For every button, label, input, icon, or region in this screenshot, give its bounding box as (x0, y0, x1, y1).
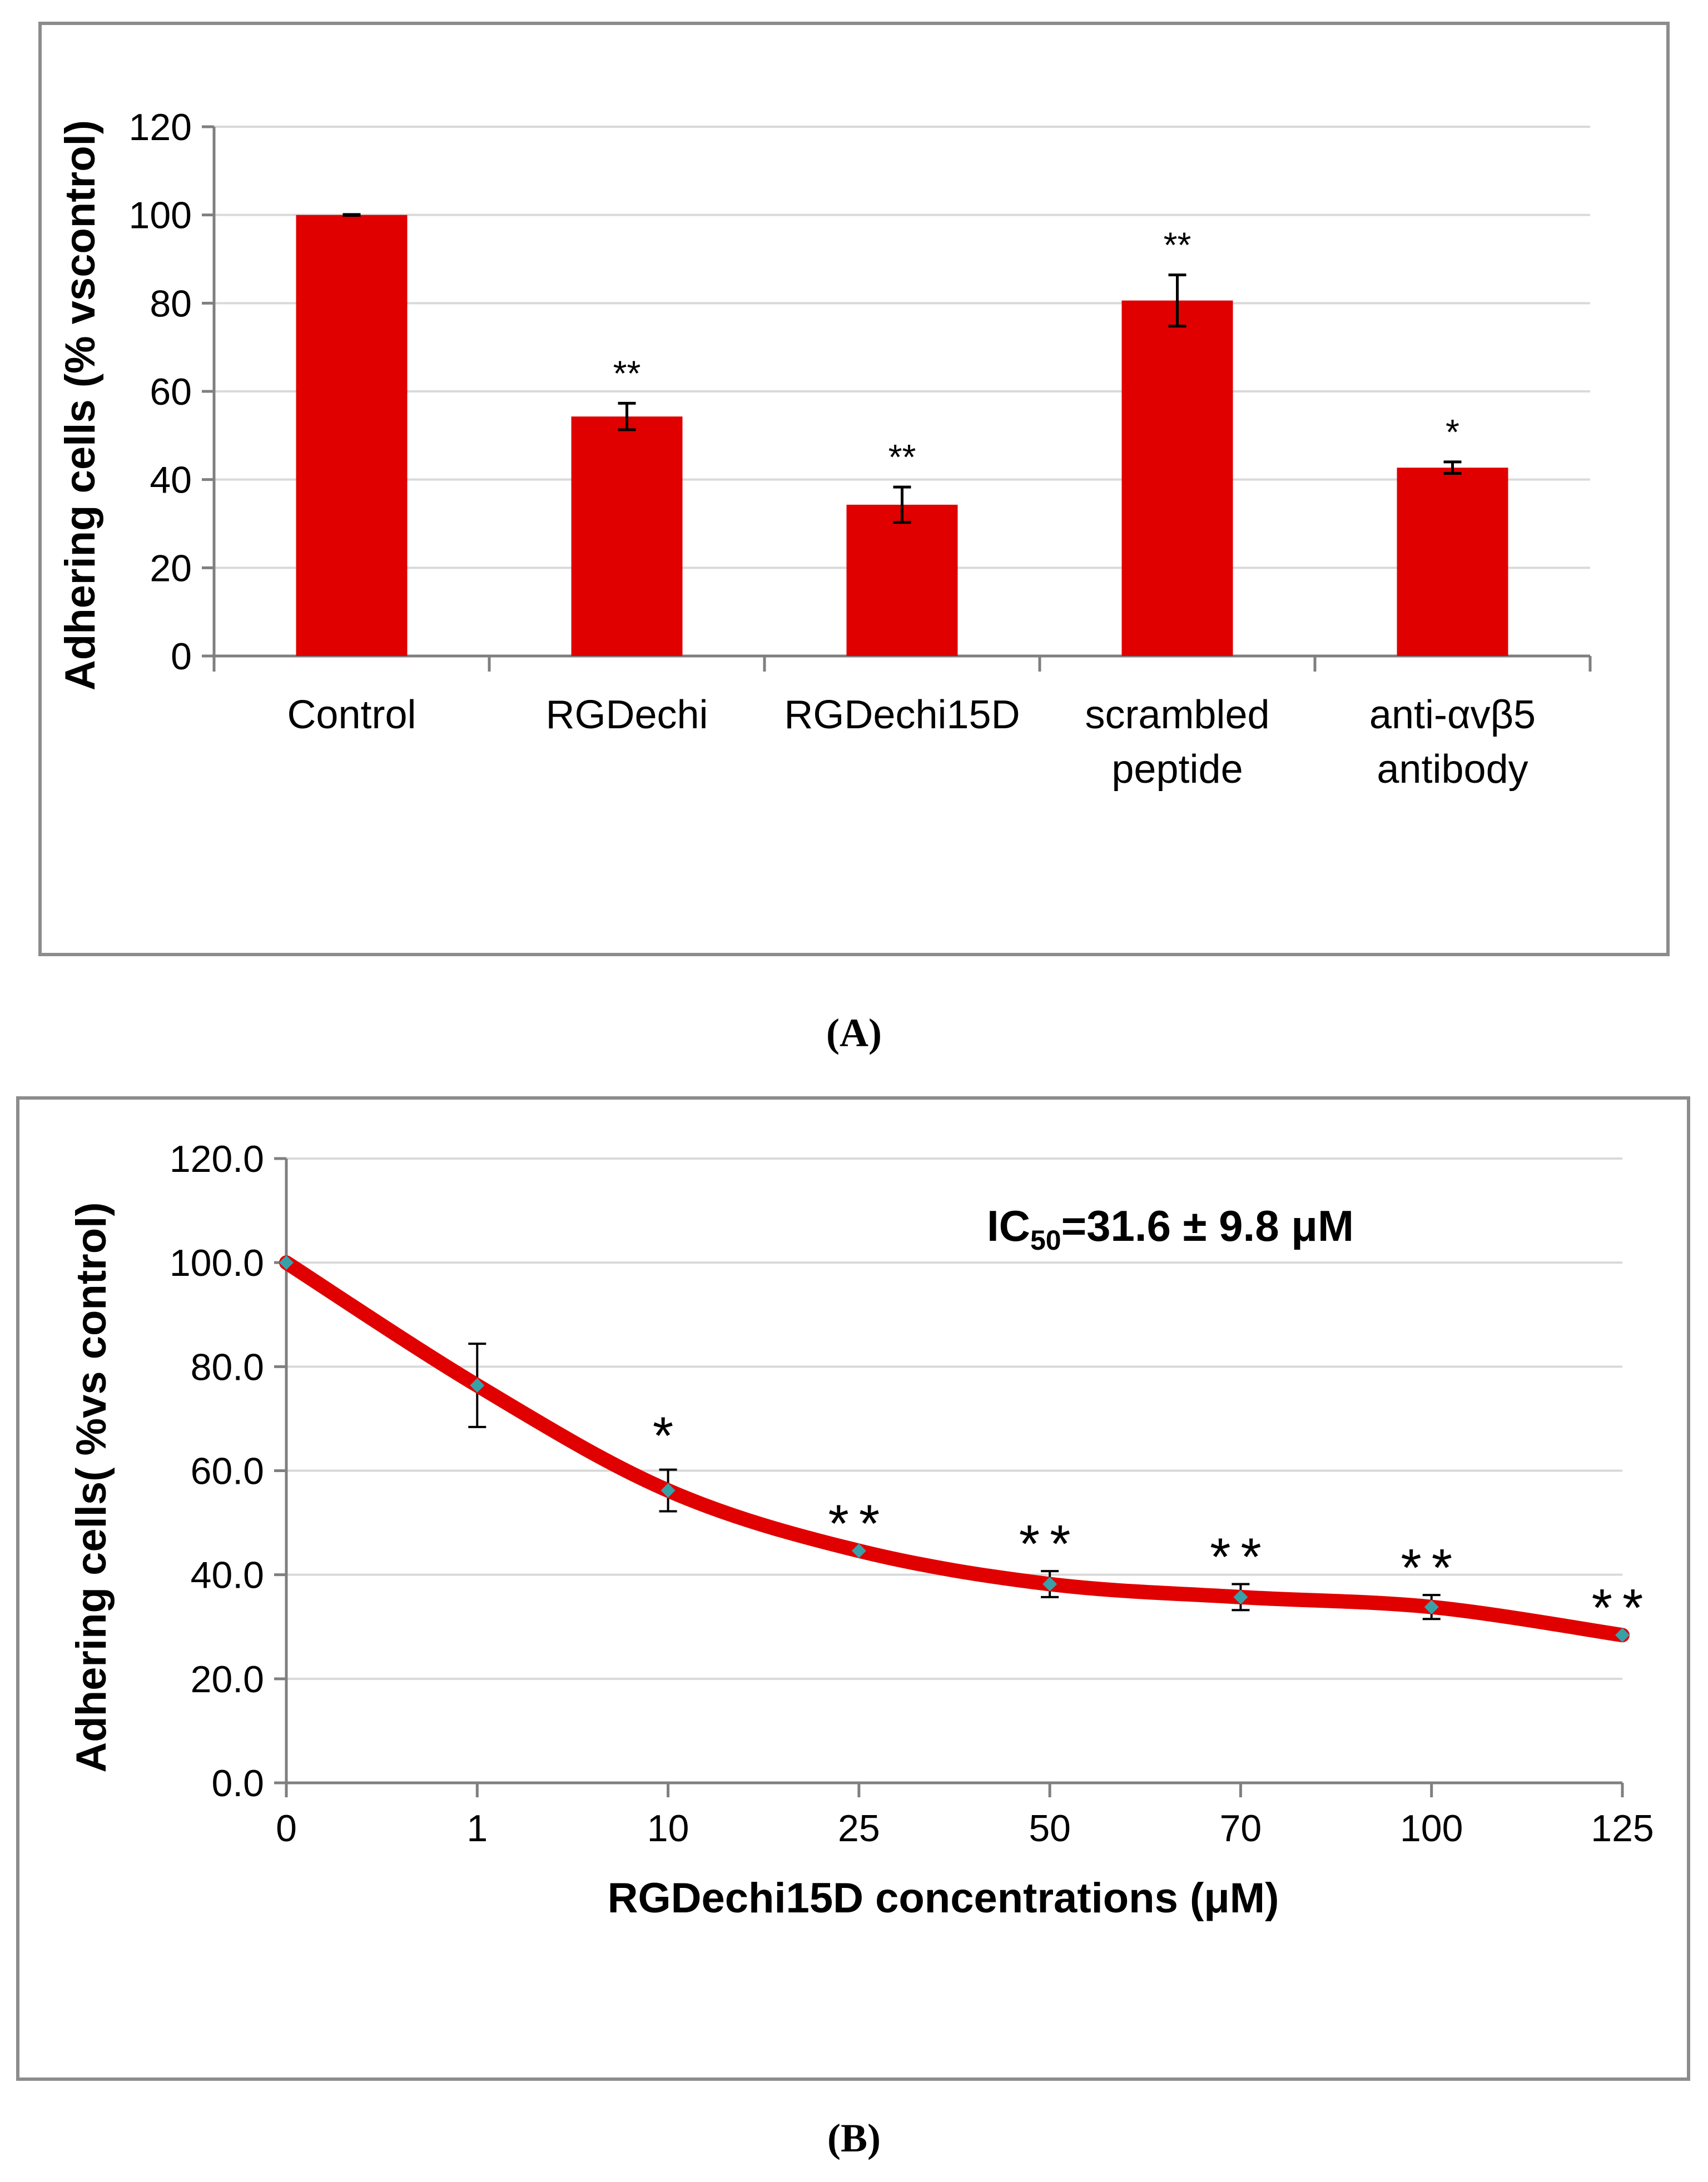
panel-a-label: (A) (826, 1011, 882, 1055)
data-point (470, 1378, 485, 1393)
x-tick-label-line: anti-αvβ5 (1369, 693, 1536, 737)
panel-b-label: (B) (827, 2116, 881, 2160)
y-tick-label: 0 (171, 635, 192, 678)
y-tick-label: 60 (150, 371, 192, 413)
x-tick-label-line: RGDechi (545, 693, 708, 737)
y-tick-label: 120 (129, 106, 192, 148)
significance-label: ** (828, 1494, 890, 1554)
x-tick-label: RGDechi (545, 693, 708, 737)
significance-label: * (1446, 412, 1459, 452)
x-tick-label: scrambled peptide (1085, 693, 1269, 792)
x-tick-label: 1 (466, 1807, 488, 1850)
data-point (661, 1483, 676, 1498)
x-axis-label: RGDechi15D concentrations (μM) (608, 1875, 1279, 1922)
y-tick-label: 120.0 (170, 1138, 264, 1180)
data-point (279, 1255, 294, 1270)
data-point (1615, 1628, 1630, 1643)
ic50-value: =31.6 ± 9.8 μM (1061, 1201, 1354, 1250)
line-chart-b: 0.0 20.0 40.0 60.0 80.0 100.0 120.0 0 1 10 25 50 70 1… (68, 1138, 1654, 1922)
x-tick-label-line: Control (287, 693, 416, 737)
data-point (1233, 1589, 1248, 1604)
bar (1397, 468, 1508, 656)
x-tick-label: Control (287, 693, 416, 737)
y-tick-label: 60.0 (191, 1450, 264, 1493)
bar (296, 215, 408, 657)
x-tick-label-line: peptide (1111, 747, 1243, 792)
x-tick-label: 25 (838, 1807, 880, 1850)
data-point (851, 1543, 866, 1558)
significance-label: ** (1164, 225, 1191, 265)
x-tick-label: 50 (1029, 1807, 1071, 1850)
ic50-prefix: IC (987, 1201, 1030, 1250)
significance-label: ** (1401, 1538, 1462, 1598)
data-point (1424, 1599, 1439, 1614)
significance-label: ** (613, 353, 641, 393)
x-tick-label: 125 (1591, 1807, 1654, 1850)
x-tick-label: anti-αvβ5 antibody (1369, 693, 1536, 792)
significance-label: ** (1019, 1514, 1081, 1574)
x-tick-label-line: antibody (1377, 747, 1528, 792)
y-axis-label: Adhering cells( %vs control) (68, 1202, 115, 1772)
y-tick-label: 100 (129, 195, 192, 237)
x-tick-label: 70 (1220, 1807, 1262, 1850)
ic50-annotation: IC50=31.6 ± 9.8 μM (987, 1201, 1354, 1256)
bar (1121, 300, 1233, 656)
y-tick-label: 20.0 (191, 1658, 264, 1701)
x-tick-label: 0 (276, 1807, 297, 1850)
series-line (279, 1255, 1630, 1643)
x-tick-label-line: RGDechi15D (784, 693, 1020, 737)
x-tick-label: 100 (1400, 1807, 1463, 1850)
y-tick-label: 40 (150, 459, 192, 501)
x-tick-label: 10 (647, 1807, 689, 1850)
y-tick-label: 80 (150, 282, 192, 325)
x-tick-label-line: scrambled (1085, 693, 1269, 737)
y-tick-label: 100.0 (170, 1242, 264, 1284)
significance-label: * (653, 1406, 683, 1466)
y-tick-label: 20 (150, 547, 192, 589)
ic50-subscript: 50 (1030, 1225, 1061, 1256)
data-point (1042, 1577, 1057, 1592)
y-tick-label: 80.0 (191, 1346, 264, 1388)
significance-label: ** (1210, 1528, 1272, 1587)
significance-label: ** (888, 437, 916, 477)
bar (846, 504, 958, 656)
y-tick-label: 40.0 (191, 1554, 264, 1597)
bar (571, 416, 683, 656)
y-tick-label: 0.0 (211, 1762, 264, 1805)
bar-chart-a: 0 20 40 60 80 100 120 Control ** RGDechi ** RGDechi… (57, 106, 1592, 792)
significance-label: ** (1592, 1578, 1654, 1638)
y-axis-label: Adhering cells (% vscontrol) (57, 120, 104, 690)
x-tick-label: RGDechi15D (784, 693, 1020, 737)
